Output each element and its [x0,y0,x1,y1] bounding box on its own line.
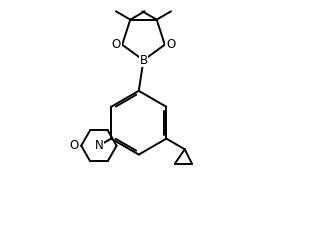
Text: N: N [94,139,103,152]
Text: O: O [112,38,121,51]
Text: O: O [166,38,175,51]
Text: O: O [69,139,79,152]
Text: B: B [140,54,148,67]
